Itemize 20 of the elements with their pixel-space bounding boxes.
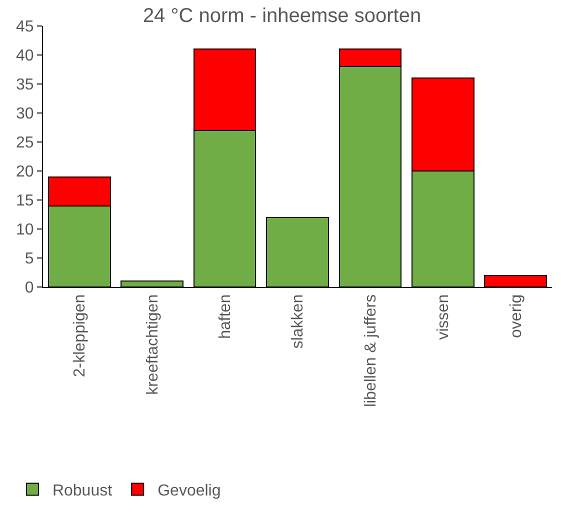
y-tick-label: 25 bbox=[16, 134, 34, 152]
y-tick-label: 30 bbox=[16, 106, 34, 123]
x-tick-label: libellen & juffers bbox=[362, 294, 380, 408]
x-tick-label: kreeftachtigen bbox=[144, 294, 162, 395]
x-tick-label: 2-kleppigen bbox=[72, 294, 89, 378]
y-tick-label: 20 bbox=[16, 164, 34, 181]
y-tick-label: 0 bbox=[24, 280, 34, 297]
legend-label: Gevoelig bbox=[158, 482, 221, 500]
y-tick-label: 15 bbox=[16, 192, 34, 210]
x-tick-label: haften bbox=[216, 294, 234, 339]
x-tick-label: overig bbox=[508, 294, 525, 338]
y-tick-label: 35 bbox=[16, 76, 34, 94]
chart-title: 24 °C norm - inheemse soorten bbox=[142, 4, 422, 27]
x-tick-label: slakken bbox=[290, 294, 307, 349]
y-tick-label: 10 bbox=[16, 222, 34, 239]
y-tick-label: 45 bbox=[16, 18, 34, 36]
legend-label: Robuust bbox=[52, 482, 113, 500]
y-tick-label: 5 bbox=[24, 250, 34, 268]
y-tick-label: 40 bbox=[16, 48, 34, 65]
x-tick-label: vissen bbox=[435, 294, 452, 340]
